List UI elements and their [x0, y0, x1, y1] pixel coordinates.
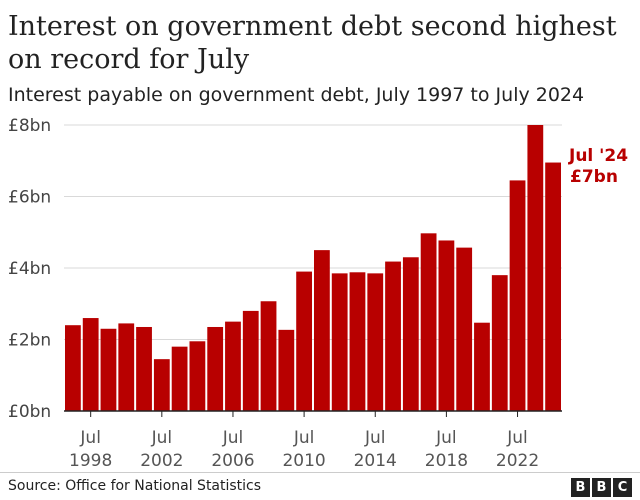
bbc-logo-letter: B — [571, 478, 590, 497]
x-tick-label-year: 2014 — [354, 451, 397, 471]
bar — [136, 326, 152, 411]
bar — [349, 272, 366, 411]
x-tick-label-year: 2006 — [211, 451, 254, 471]
bar — [420, 233, 437, 411]
bar — [402, 257, 419, 411]
x-tick-label-month: Jul — [293, 428, 315, 448]
x-tick-label-year: 1998 — [69, 451, 112, 471]
bbc-logo-letter: B — [592, 478, 611, 497]
bar — [296, 271, 312, 411]
chart-title: Interest on government debt second highe… — [8, 11, 617, 75]
bar — [225, 321, 241, 412]
footer-divider — [0, 472, 640, 473]
x-tick-label-year: 2018 — [425, 451, 468, 471]
bar — [474, 322, 490, 411]
x-tick-label-month: Jul — [435, 428, 457, 448]
bar — [260, 301, 277, 411]
bar — [527, 125, 544, 411]
y-tick-label: £2bn — [8, 331, 51, 351]
bbc-logo: B B C — [571, 478, 632, 497]
source-note: Source: Office for National Statistics — [8, 478, 262, 494]
bar — [314, 250, 330, 412]
bar — [456, 247, 473, 411]
bar — [367, 273, 384, 411]
annotation-label: Jul '24 — [568, 146, 628, 166]
y-tick-label: £6bn — [8, 188, 51, 208]
bar — [331, 273, 348, 411]
bar — [278, 329, 295, 411]
bbc-logo-letter: C — [613, 478, 632, 497]
bar-chart: £0bn £2bn £4bn £6bn £8bn Jul 1998 Jul 2002 Jul 200… — [8, 116, 628, 471]
annotation-value: £7bn — [570, 167, 618, 187]
x-tick-label-year: 2002 — [140, 451, 183, 471]
bar — [82, 318, 99, 411]
bar — [509, 180, 526, 411]
bar — [491, 275, 508, 411]
y-tick-label: £8bn — [8, 116, 51, 136]
bar — [438, 240, 455, 411]
x-tick-label-month: Jul — [364, 428, 386, 448]
x-tick-label-year: 2010 — [282, 451, 325, 471]
x-tick-label-year: 2022 — [496, 451, 539, 471]
bar — [545, 162, 561, 411]
bar — [189, 341, 206, 411]
y-tick-label: £4bn — [8, 259, 51, 279]
bar — [207, 326, 224, 411]
x-tick-label-month: Jul — [506, 428, 528, 448]
bar — [385, 261, 401, 411]
bar — [171, 346, 188, 411]
y-tick-label: £0bn — [8, 402, 51, 422]
bar — [100, 328, 117, 411]
bar — [65, 325, 81, 411]
x-tick-label-month: Jul — [222, 428, 244, 448]
bar — [242, 310, 259, 411]
x-tick-label-month: Jul — [151, 428, 173, 448]
bar — [118, 323, 135, 411]
x-tick-label-month: Jul — [79, 428, 101, 448]
chart-subtitle: Interest payable on government debt, Jul… — [8, 84, 585, 106]
bar — [153, 359, 170, 411]
